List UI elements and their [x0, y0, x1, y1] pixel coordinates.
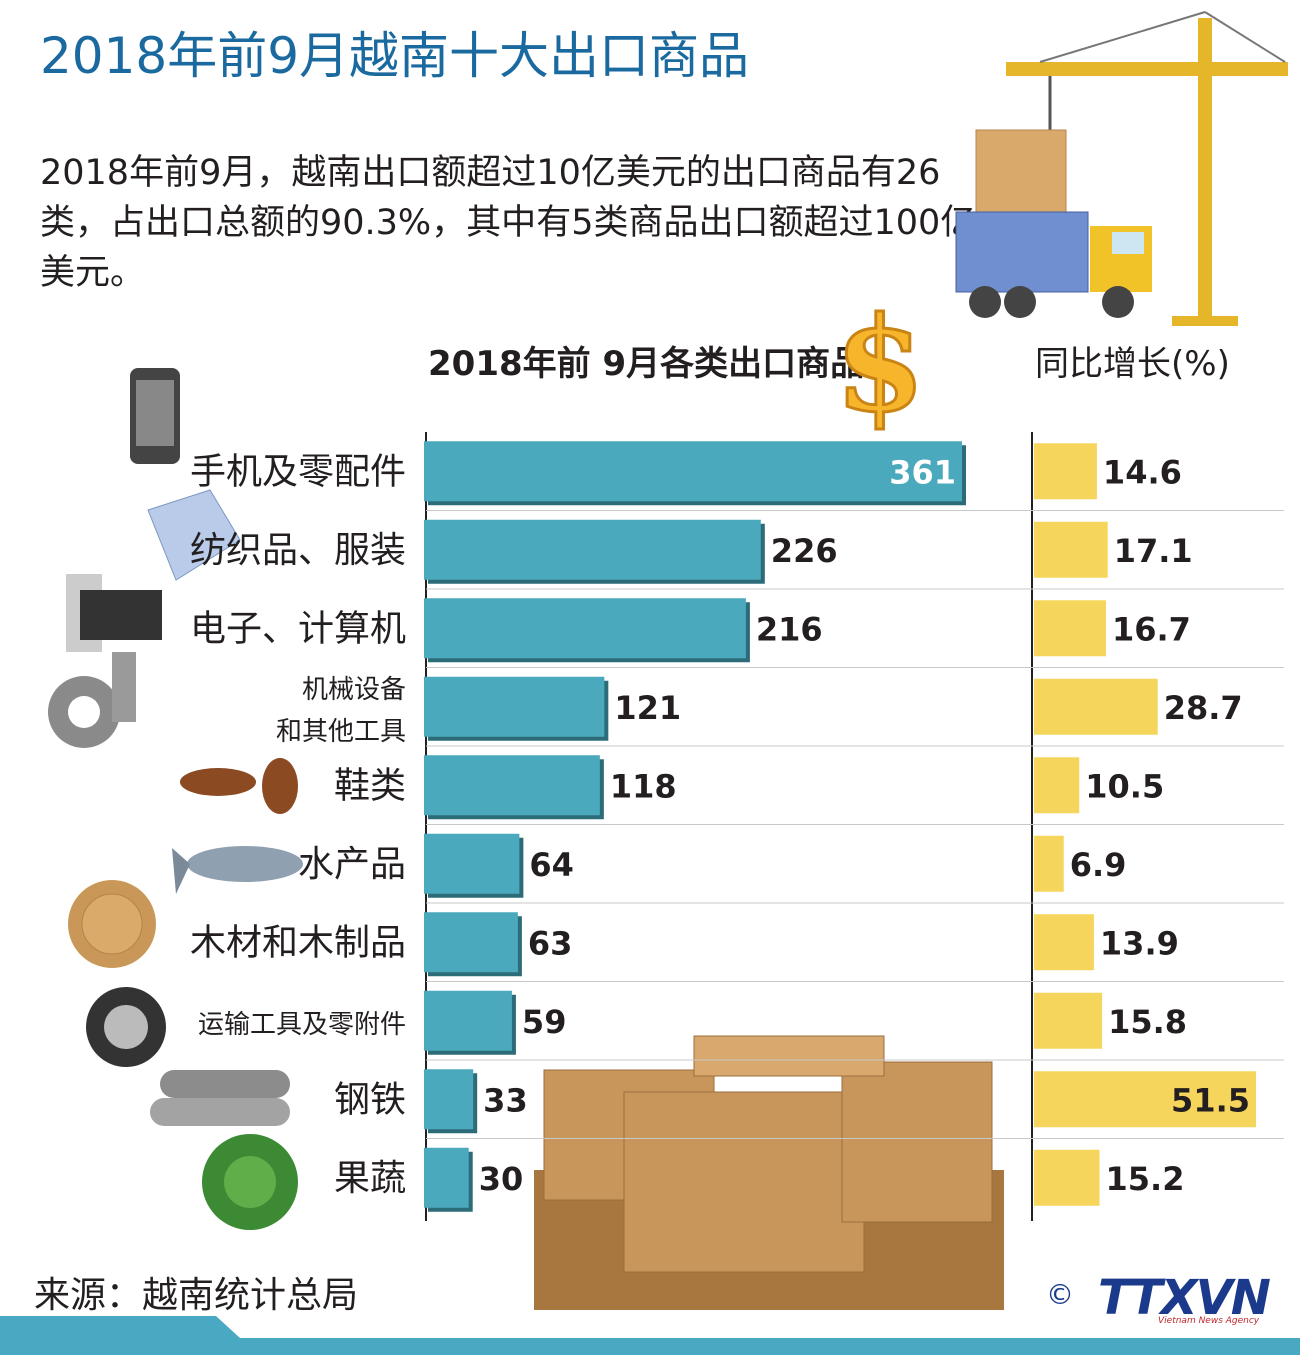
export-value-label: 30 [479, 1160, 524, 1198]
category-label: 鞋类 [334, 765, 406, 806]
growth-bar [1034, 1149, 1100, 1206]
growth-value-label: 15.2 [1106, 1160, 1185, 1198]
tire-icon [86, 987, 166, 1067]
crane-icon [1006, 11, 1288, 326]
category-label: 机械设备 [302, 675, 406, 705]
export-bar [424, 441, 962, 502]
export-bar [424, 912, 518, 973]
growth-bar [1034, 1071, 1256, 1128]
export-bar [424, 755, 600, 816]
export-value-label: 64 [529, 846, 574, 884]
pallet-boxes-illustration [534, 1035, 1004, 1310]
export-value-label: 216 [756, 610, 823, 648]
wood-icon [68, 880, 156, 968]
shirt-icon [147, 489, 241, 581]
box-icon [975, 129, 1067, 215]
export-value-label: 121 [614, 689, 681, 727]
growth-value-label: 16.7 [1112, 610, 1191, 648]
page-title: 2018年前9月越南十大出口商品 [40, 27, 750, 85]
svg-text:$: $ [835, 288, 925, 441]
export-bar [424, 990, 512, 1051]
cabbage-icon [202, 1134, 298, 1230]
agency-logo: TTXVN [1098, 1270, 1271, 1326]
category-label: 木材和木制品 [190, 922, 406, 963]
copyright-icon: © [1046, 1278, 1074, 1311]
steel-pipe-icon [150, 1070, 290, 1126]
footer-band [0, 1338, 1300, 1355]
category-label: 电子、计算机 [190, 608, 406, 649]
growth-bar [1034, 600, 1106, 657]
export-column-header: 2018年前 9月各类出口商品 [428, 344, 865, 384]
export-bar [424, 598, 746, 659]
category-label: 水产品 [298, 844, 406, 885]
fish-icon [172, 846, 303, 894]
export-bar [424, 519, 761, 580]
dollar-icon: $ [833, 287, 926, 443]
growth-bar [1034, 757, 1080, 814]
growth-value-label: 13.9 [1100, 924, 1179, 962]
export-bar [424, 676, 605, 737]
export-value-label: 226 [771, 532, 838, 570]
export-value-label: 63 [528, 924, 573, 962]
growth-bar [1034, 835, 1064, 892]
growth-bar [1034, 521, 1108, 578]
truck-icon [955, 211, 1152, 318]
export-value-label: 59 [522, 1003, 567, 1041]
growth-value-label: 28.7 [1164, 689, 1243, 727]
category-label: 果蔬 [334, 1158, 406, 1199]
phone-icon [130, 368, 180, 464]
agency-logo-subtitle: Vietnam News Agency [1158, 1316, 1260, 1326]
growth-bar [1034, 914, 1094, 971]
export-value-label: 33 [483, 1081, 528, 1119]
growth-bar [1034, 443, 1097, 500]
shoe-icon [180, 758, 298, 814]
export-bar [424, 833, 520, 894]
export-bar [424, 1069, 474, 1130]
growth-bar [1034, 992, 1103, 1049]
growth-value-label: 15.8 [1108, 1003, 1187, 1041]
export-value-label: 118 [610, 767, 677, 805]
computer-icon [66, 574, 162, 652]
growth-value-label: 17.1 [1114, 532, 1193, 570]
growth-column-header: 同比增长(%) [1035, 344, 1230, 384]
export-value-label: 361 [889, 453, 956, 491]
growth-value-label: 10.5 [1085, 767, 1164, 805]
category-label: 钢铁 [334, 1079, 406, 1120]
category-label: 纺织品、服装 [190, 530, 406, 571]
export-bar [424, 1147, 469, 1208]
growth-bar [1034, 678, 1158, 735]
bars-layer: 361 14.6 手机及零配件 226 17.1 纺织品、服装 216 16.7 电子、计算机 1… [190, 432, 1284, 1221]
category-label: 运输工具及零附件 [198, 1010, 406, 1040]
growth-value-label: 14.6 [1103, 453, 1182, 491]
growth-value-label: 51.5 [1171, 1081, 1250, 1119]
gear-icon [48, 652, 136, 748]
footer-accent [0, 1316, 240, 1338]
category-label: 和其他工具 [276, 717, 406, 747]
growth-value-label: 6.9 [1070, 846, 1127, 884]
intro-text: 2018年前9月，越南出口额超过10亿美元的出口商品有26类，占出口总额的90.… [40, 153, 976, 293]
category-label: 手机及零配件 [190, 451, 406, 492]
source-note: 来源：越南统计总局 [34, 1275, 359, 1316]
